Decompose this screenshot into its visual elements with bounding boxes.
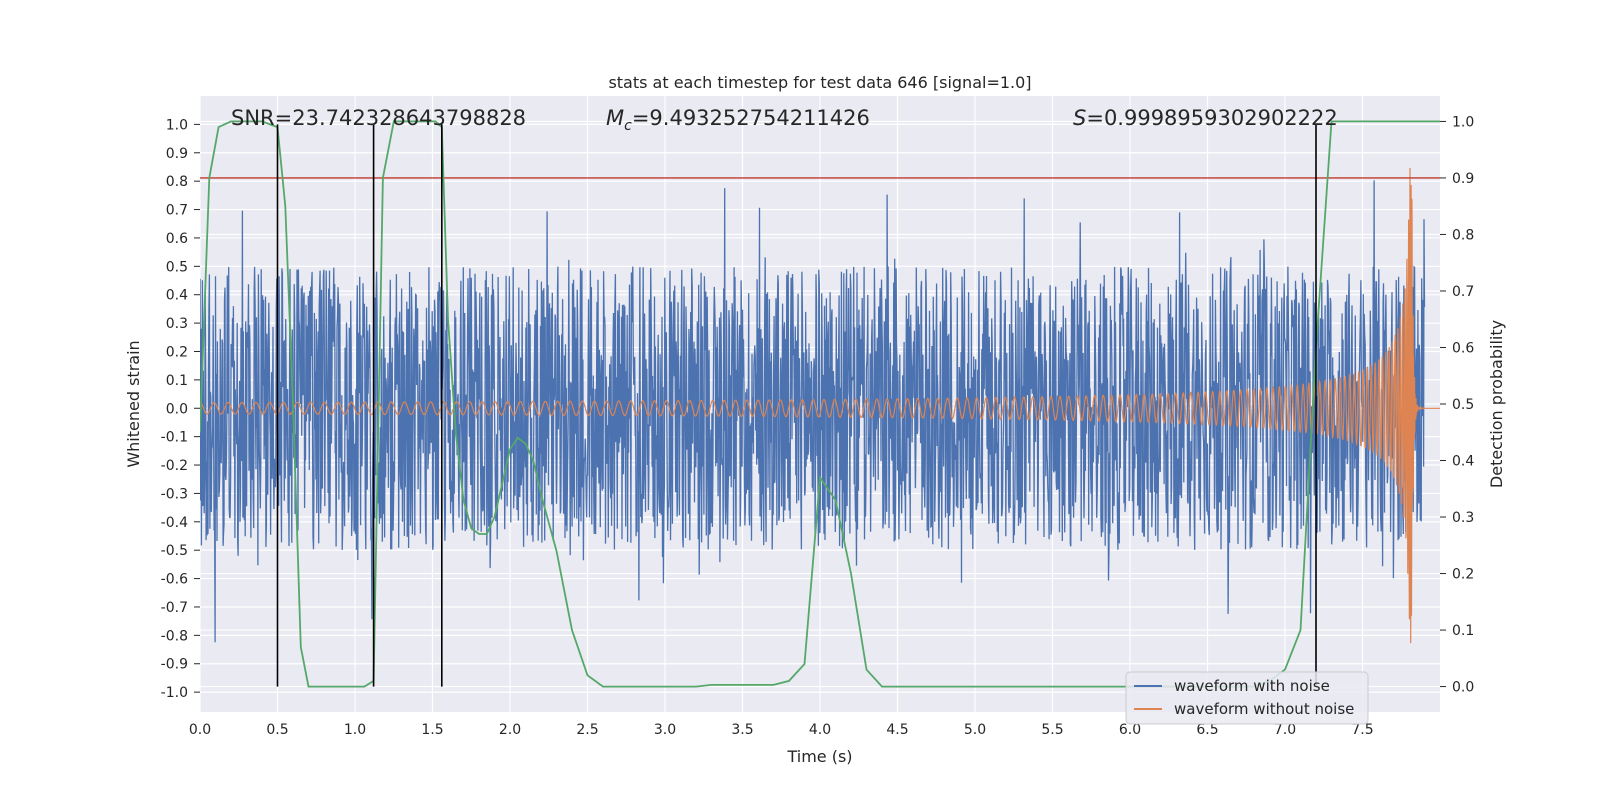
plot-area — [200, 120, 1440, 688]
s-symbol: S — [1073, 106, 1086, 130]
y2-tick-label: 0.0 — [1452, 680, 1474, 696]
y-tick-label: 0.6 — [166, 231, 188, 247]
y-axis-ticks: 1.0 0.9 0.8 0.7 0.6 0.5 0.4 0.3 0.2 0.1 0.0 -0.1 -0.… — [161, 117, 200, 701]
y-axis-label: Whitened strain — [124, 340, 143, 467]
y2-tick-label: 0.1 — [1452, 623, 1474, 639]
y-tick-label: -0.3 — [161, 486, 188, 502]
y-tick-label: 0.8 — [166, 174, 188, 190]
x-tick-label: 1.0 — [344, 722, 366, 738]
x-tick-label: 0.0 — [189, 722, 211, 738]
y2-tick-label: 0.5 — [1452, 397, 1474, 413]
chirp-mass-value: =9.493252754211426 — [632, 106, 870, 130]
y-tick-label: 0.9 — [166, 146, 188, 162]
y-tick-label: 0.1 — [166, 373, 188, 389]
y2-axis-ticks: 1.0 0.9 0.8 0.7 0.6 0.5 0.4 0.3 0.2 0.1 0.0 — [1440, 114, 1474, 696]
y-tick-label: 0.7 — [166, 203, 188, 219]
y-tick-label: -0.6 — [161, 572, 188, 588]
x-axis-label: Time (s) — [786, 747, 852, 766]
y2-tick-label: 0.2 — [1452, 567, 1474, 583]
x-tick-label: 5.0 — [964, 722, 986, 738]
legend-label-clean: waveform without noise — [1174, 700, 1354, 718]
y-tick-label: 1.0 — [166, 117, 188, 133]
series-waveform-with-noise — [200, 180, 1426, 643]
x-axis-ticks: 0.0 0.5 1.0 1.5 2.0 2.5 3.0 3.5 4.0 4.5 5.0 5.5 6.0 6… — [189, 722, 1374, 738]
y-tick-label: -0.4 — [161, 515, 188, 531]
y-tick-label: 0.0 — [166, 401, 188, 417]
y2-tick-label: 0.3 — [1452, 510, 1474, 526]
legend: waveform with noise waveform without noi… — [1125, 671, 1369, 725]
s-value: =0.9998959302902222 — [1086, 106, 1337, 130]
y-tick-label: 0.4 — [166, 288, 188, 304]
x-tick-label: 4.5 — [886, 722, 908, 738]
y2-tick-label: 0.6 — [1452, 340, 1474, 356]
y2-tick-label: 1.0 — [1452, 114, 1474, 130]
x-tick-label: 2.0 — [499, 722, 521, 738]
y-tick-label: -0.7 — [161, 600, 188, 616]
x-tick-label: 2.5 — [576, 722, 598, 738]
legend-box — [1125, 671, 1369, 725]
x-tick-label: 0.5 — [266, 722, 288, 738]
snr-annotation: SNR=23.742328643798828 — [231, 106, 526, 130]
series-waveform-without-noise — [200, 167, 1440, 644]
y2-axis-label: Detection probability — [1487, 320, 1506, 488]
y-tick-label: 0.5 — [166, 259, 188, 275]
y2-tick-label: 0.9 — [1452, 171, 1474, 187]
y-tick-label: -0.9 — [161, 657, 188, 673]
y-tick-label: 0.3 — [166, 316, 188, 332]
y-tick-label: 0.2 — [166, 344, 188, 360]
y2-tick-label: 0.8 — [1452, 227, 1474, 243]
y2-tick-label: 0.7 — [1452, 284, 1474, 300]
y-tick-label: -0.1 — [161, 430, 188, 446]
y-tick-label: -0.8 — [161, 628, 188, 644]
x-tick-label: 3.0 — [654, 722, 676, 738]
series-detection-probability — [200, 120, 1440, 688]
y-tick-label: -0.5 — [161, 543, 188, 559]
chirp-mass-annotation: Mc=9.493252754211426 — [606, 106, 870, 134]
y-tick-label: -1.0 — [161, 685, 188, 701]
x-tick-label: 6.5 — [1196, 722, 1218, 738]
chart-title: stats at each timestep for test data 646… — [608, 73, 1031, 92]
x-tick-label: 5.5 — [1041, 722, 1063, 738]
chirp-mass-subscript: c — [624, 118, 632, 134]
x-tick-label: 4.0 — [809, 722, 831, 738]
legend-label-noise: waveform with noise — [1174, 677, 1330, 695]
s-annotation: S=0.9998959302902222 — [1073, 106, 1338, 130]
y2-tick-label: 0.4 — [1452, 454, 1474, 470]
y-tick-label: -0.2 — [161, 458, 188, 474]
x-tick-label: 1.5 — [421, 722, 443, 738]
x-tick-label: 6.0 — [1119, 722, 1141, 738]
x-tick-label: 7.0 — [1274, 722, 1296, 738]
chirp-mass-symbol: M — [606, 106, 624, 130]
x-tick-label: 7.5 — [1351, 722, 1373, 738]
x-tick-label: 3.5 — [731, 722, 753, 738]
